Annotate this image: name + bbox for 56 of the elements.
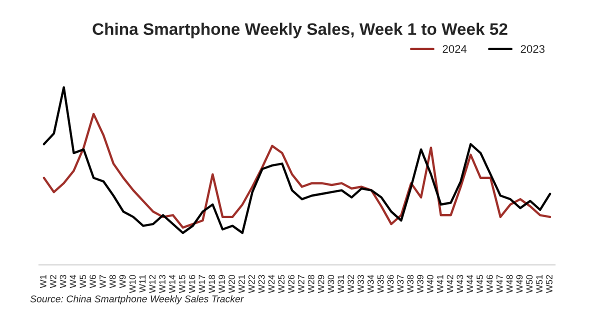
x-tick-label: W3 [60,274,66,288]
x-tick-label: W29 [318,275,324,294]
x-tick-label: W15 [179,274,186,294]
x-tick-label: W41 [437,275,444,294]
x-tick-label: W35 [377,274,384,294]
x-tick-label: W6 [90,274,96,288]
x-tick-label: W23 [258,274,265,294]
x-tick-label: W19 [218,275,225,294]
x-tick-label: W48 [506,274,513,294]
x-tick-label: W44 [466,274,473,294]
x-tick-label: W12 [149,275,156,294]
x-tick-label: W9 [119,275,126,288]
x-tick-label: W14 [169,274,176,294]
chart-title: China Smartphone Weekly Sales, Week 1 to Week 52 [92,22,508,38]
x-tick-label: W10 [129,274,136,294]
x-tick-label: W17 [198,275,206,294]
x-tick-label: W49 [516,275,523,294]
x-tick-label: W47 [496,275,503,294]
legend-label: 2023 [520,45,545,53]
x-tick-label: W1 [40,275,46,288]
x-tick-label: W34 [367,274,374,294]
x-tick-label: W38 [407,274,414,294]
x-tick-label: W22 [248,275,255,294]
source-note: Source: China Smartphone Weekly Sales Tracker [30,295,244,304]
x-tick-label: W13 [159,274,166,294]
x-tick-label: W32 [348,275,354,294]
x-tick-label: W11 [139,275,146,292]
x-tick-label: W18 [208,274,216,294]
x-tick-label: W40 [426,274,434,294]
x-tick-label: W30 [328,274,334,294]
x-tick-label: W50 [526,274,533,294]
x-tick-label: W45 [476,274,483,294]
x-tick-label: W37 [397,275,404,294]
x-tick-label: W39 [417,275,424,294]
x-tick-label: W5 [80,274,86,288]
x-tick-label: W8 [109,274,116,288]
x-tick-label: W16 [188,274,196,294]
legend-label: 2024 [442,45,467,53]
x-tick-label: W36 [387,274,394,294]
x-tick-label: W43 [456,274,464,294]
x-tick-label: W4 [70,274,76,288]
x-tick-label: W42 [446,275,454,294]
x-tick-label: W51 [536,275,543,294]
x-tick-label: W46 [486,274,493,294]
x-tick-label: W7 [100,275,106,288]
x-tick-label: W24 [268,274,275,294]
x-tick-label: W25 [278,274,285,294]
x-tick-label: W52 [546,275,552,294]
x-tick-label: W31 [338,275,344,294]
x-tick-label: W27 [298,275,304,294]
x-tick-label: W26 [288,274,294,294]
x-tick-label: W33 [358,274,364,294]
x-tick-label: W20 [228,274,235,294]
x-tick-label: W21 [238,275,245,294]
x-tick-label: W28 [308,274,314,294]
x-tick-label: W2 [50,275,56,288]
